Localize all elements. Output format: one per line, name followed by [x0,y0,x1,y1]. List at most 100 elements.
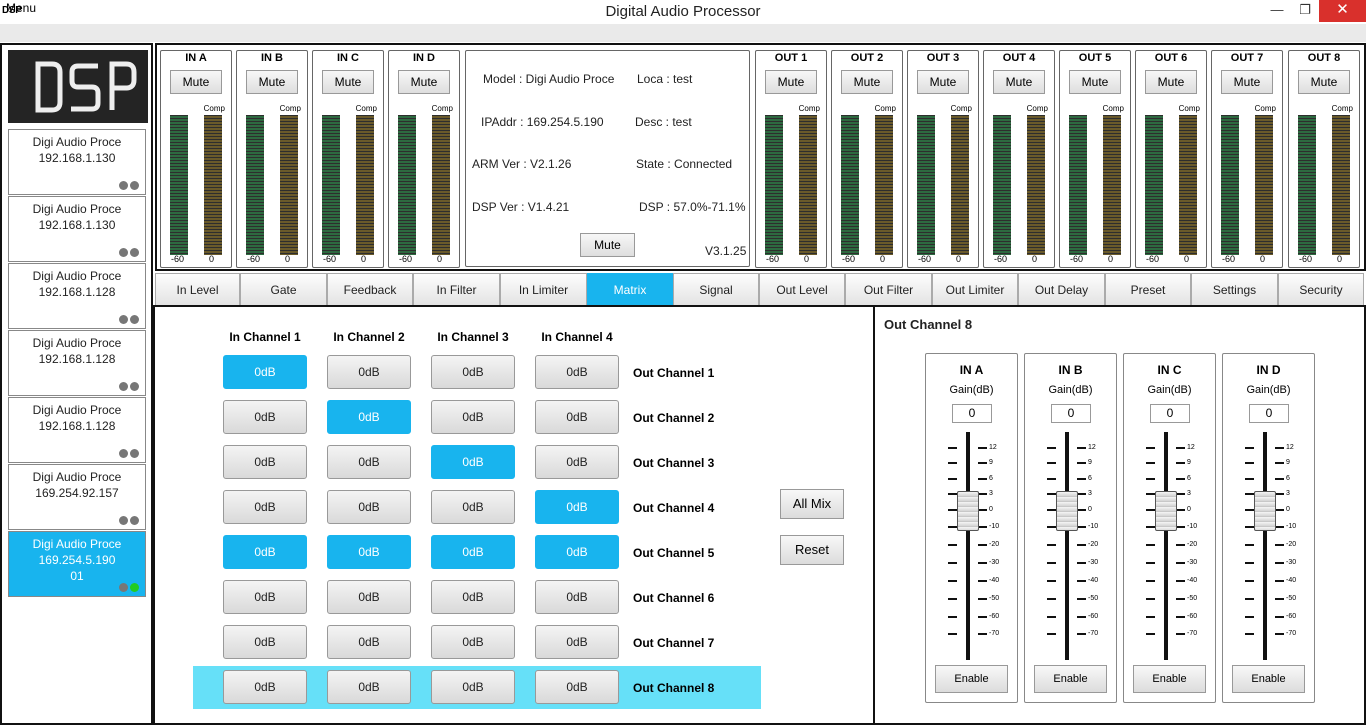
matrix-cell[interactable]: 0dB [327,355,411,389]
device-item[interactable]: Digi Audio Proce 169.254.92.157 [8,464,146,530]
fader-handle[interactable] [1155,491,1177,531]
tab-settings[interactable]: Settings [1191,273,1278,306]
tab-feedback[interactable]: Feedback [327,273,413,306]
restore-icon[interactable]: ❐ [1299,2,1311,17]
matrix-cell[interactable]: 0dB [327,625,411,659]
mute-button[interactable]: Mute [246,70,298,94]
matrix-cell[interactable]: 0dB [431,445,515,479]
tab-out-limiter[interactable]: Out Limiter [932,273,1018,306]
gain-input[interactable]: 0 [1051,404,1091,423]
channel-meter: OUT 6 Mute Comp -60 0 [1135,50,1207,268]
scale-tick [1176,562,1185,564]
device-item[interactable]: Digi Audio Proce 169.254.5.190 01 [8,531,146,597]
matrix-cell[interactable]: 0dB [327,445,411,479]
tab-out-filter[interactable]: Out Filter [845,273,932,306]
scale-label: 9 [1187,459,1191,466]
mute-button[interactable]: Mute [1298,70,1350,94]
matrix-cell[interactable]: 0dB [223,400,307,434]
mute-button[interactable]: Mute [1221,70,1273,94]
matrix-cell[interactable]: 0dB [327,670,411,704]
matrix-cell[interactable]: 0dB [535,490,619,524]
tab-security[interactable]: Security [1278,273,1364,306]
tab-gate[interactable]: Gate [240,273,327,306]
scale-tick [1275,616,1284,618]
status-dot-icon [130,315,139,324]
mute-button[interactable]: Mute [917,70,969,94]
tab-out-level[interactable]: Out Level [759,273,845,306]
matrix-cell[interactable]: 0dB [431,625,515,659]
reset-button[interactable]: Reset [780,535,844,565]
menu-item[interactable]: Menu [6,1,37,15]
gain-input[interactable]: 0 [952,404,992,423]
tab-matrix[interactable]: Matrix [587,273,673,306]
matrix-cell[interactable]: 0dB [431,580,515,614]
gain-input[interactable]: 0 [1249,404,1289,423]
tab-signal[interactable]: Signal [673,273,759,306]
scale-tick [1047,447,1056,449]
matrix-cell[interactable]: 0dB [431,400,515,434]
matrix-cell[interactable]: 0dB [431,535,515,569]
channel-meter: OUT 7 Mute Comp -60 0 [1211,50,1283,268]
tab-out-delay[interactable]: Out Delay [1018,273,1105,306]
device-item[interactable]: Digi Audio Proce 192.168.1.128 [8,330,146,396]
matrix-cell[interactable]: 0dB [223,670,307,704]
enable-button[interactable]: Enable [1034,665,1107,693]
minimize-icon[interactable]: — [1270,2,1284,17]
matrix-cell[interactable]: 0dB [223,625,307,659]
comp-label: Comp [1102,104,1124,113]
mute-button[interactable]: Mute [398,70,450,94]
scale-tick [1047,478,1056,480]
enable-button[interactable]: Enable [1232,665,1305,693]
device-item[interactable]: Digi Audio Proce 192.168.1.128 [8,263,146,329]
device-item[interactable]: Digi Audio Proce 192.168.1.128 [8,397,146,463]
matrix-cell[interactable]: 0dB [535,580,619,614]
scale-tick [1146,598,1155,600]
matrix-cell[interactable]: 0dB [223,445,307,479]
matrix-cell[interactable]: 0dB [327,535,411,569]
tab-in-level[interactable]: In Level [155,273,240,306]
mute-button[interactable]: Mute [765,70,817,94]
device-item[interactable]: Digi Audio Proce 192.168.1.130 [8,129,146,195]
matrix-cell[interactable]: 0dB [535,535,619,569]
tab-preset[interactable]: Preset [1105,273,1191,306]
fader-handle[interactable] [1056,491,1078,531]
matrix-cell[interactable]: 0dB [223,535,307,569]
mute-button[interactable]: Mute [1069,70,1121,94]
device-item[interactable]: Digi Audio Proce 192.168.1.130 [8,196,146,262]
matrix-cell[interactable]: 0dB [431,355,515,389]
scale-min-label: -60 [994,254,1008,264]
matrix-cell[interactable]: 0dB [535,400,619,434]
tab-in-filter[interactable]: In Filter [413,273,500,306]
tab-in-limiter[interactable]: In Limiter [500,273,587,306]
matrix-cell[interactable]: 0dB [535,670,619,704]
mute-button[interactable]: Mute [841,70,893,94]
matrix-cell[interactable]: 0dB [327,580,411,614]
mute-button[interactable]: Mute [170,70,222,94]
matrix-cell[interactable]: 0dB [327,490,411,524]
matrix-cell[interactable]: 0dB [223,355,307,389]
matrix-cell[interactable]: 0dB [327,400,411,434]
close-icon[interactable]: ✕ [1319,0,1366,22]
scale-tick [1146,544,1155,546]
mute-button[interactable]: Mute [993,70,1045,94]
fader-handle[interactable] [957,491,979,531]
matrix-cell[interactable]: 0dB [431,490,515,524]
mute-button[interactable]: Mute [1145,70,1197,94]
mute-button[interactable]: Mute [322,70,374,94]
matrix-cell[interactable]: 0dB [223,580,307,614]
enable-button[interactable]: Enable [1133,665,1206,693]
gain-label: Gain(dB) [949,384,994,396]
matrix-cell[interactable]: 0dB [535,445,619,479]
fader-handle[interactable] [1254,491,1276,531]
matrix-cell[interactable]: 0dB [431,670,515,704]
all-mix-button[interactable]: All Mix [780,489,844,519]
gain-input[interactable]: 0 [1150,404,1190,423]
enable-button[interactable]: Enable [935,665,1008,693]
master-mute-button[interactable]: Mute [580,233,635,257]
matrix-cell[interactable]: 0dB [535,355,619,389]
scale-tick [1176,447,1185,449]
scale-max-label: 0 [1337,254,1343,264]
matrix-cell[interactable]: 0dB [535,625,619,659]
channel-meter: IN A Mute Comp -60 0 [160,50,232,268]
matrix-cell[interactable]: 0dB [223,490,307,524]
